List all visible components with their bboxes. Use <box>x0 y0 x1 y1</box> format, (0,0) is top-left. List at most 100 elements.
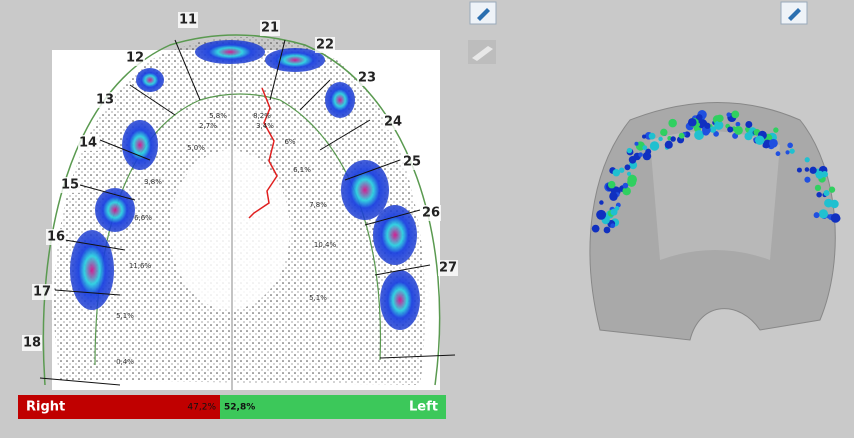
contact-dot <box>695 114 703 121</box>
contact-dot <box>785 150 790 155</box>
contact-dot <box>648 132 656 140</box>
contact-dot <box>642 145 648 151</box>
balance-bar <box>18 395 221 419</box>
contact-dot <box>660 128 668 136</box>
contact-dot <box>789 148 795 154</box>
contact-dot <box>694 130 704 140</box>
contact-dot <box>828 186 836 193</box>
tooth-label-bg <box>421 205 441 221</box>
tooth-label-bg <box>383 114 403 130</box>
contact-dot <box>591 224 600 233</box>
tooth-label-bg <box>22 335 42 351</box>
contact-dot <box>804 167 810 172</box>
tooth-label-bg <box>315 37 335 53</box>
tooth-label: 18 <box>23 336 41 351</box>
zone-percent: 6% <box>284 138 295 146</box>
zone-percent: 7,8% <box>309 201 327 209</box>
tooth-label-bg <box>402 154 422 170</box>
zone-percent: 5,1% <box>116 312 134 320</box>
tooth-label: 14 <box>79 136 97 151</box>
tooth-label-bg <box>32 284 52 300</box>
zone-percent: 2,7% <box>199 122 217 130</box>
contact-areas <box>70 40 420 330</box>
contact-dot <box>818 209 829 219</box>
contact-dot <box>638 152 643 157</box>
palate-model <box>650 131 780 260</box>
contact-dot <box>815 170 824 179</box>
contact-dot <box>713 131 719 137</box>
zone-percent: 5,0% <box>187 144 205 152</box>
contact-dot <box>645 148 652 155</box>
trajectory <box>248 87 278 219</box>
contact-dot <box>773 127 779 133</box>
tooth-label-bg <box>260 20 280 36</box>
palate <box>170 150 290 310</box>
contact-dot <box>704 122 711 129</box>
contact-dot <box>804 176 811 183</box>
contact-dot <box>614 206 620 211</box>
tooth-label-bg <box>95 92 115 108</box>
tooth-label: 22 <box>316 38 334 53</box>
arch-outline <box>42 34 441 386</box>
contact-dot <box>627 177 637 187</box>
balance-side: Right <box>26 400 65 415</box>
tooth-label: 21 <box>261 21 279 36</box>
zone-percent: 6,6% <box>134 214 152 222</box>
contact-dot <box>731 110 740 119</box>
contact-dot <box>649 141 660 151</box>
contact-dot <box>835 215 841 222</box>
contact-dot <box>607 180 616 189</box>
model-button[interactable] <box>468 40 496 64</box>
tooth-label: 24 <box>384 115 402 130</box>
contact-dot <box>642 134 647 139</box>
contact-dot <box>612 168 621 177</box>
contact-dot <box>762 143 767 148</box>
tooth-label: 23 <box>358 71 376 86</box>
contact-dot <box>670 136 676 142</box>
contact-dot <box>609 192 618 201</box>
contact-dot <box>695 122 701 127</box>
contact-dot <box>610 208 618 216</box>
tooth-label-bg <box>178 12 198 28</box>
contact-dot <box>622 186 631 196</box>
balance-value: 52,8% <box>224 403 255 413</box>
edit-button[interactable] <box>780 1 808 25</box>
contact-dot <box>726 112 731 117</box>
zone-percent: 0,4% <box>116 358 134 366</box>
tooth-label-bg <box>125 50 145 66</box>
contact-dot <box>678 132 685 139</box>
contact-dot <box>668 118 677 128</box>
contact-dot <box>814 184 822 192</box>
zone-percent: 10,4% <box>314 241 337 249</box>
zone-percent: 11,6% <box>129 262 152 270</box>
contact-dot <box>622 182 629 189</box>
tooth-label: 12 <box>126 51 144 66</box>
zone-percent: 8,2% <box>253 112 271 120</box>
contact-dot <box>804 157 810 163</box>
contact-dot <box>816 191 822 198</box>
contact-dot <box>619 167 625 173</box>
contact-dot <box>796 167 802 173</box>
contact-dot <box>813 212 820 219</box>
contact-dot <box>658 136 663 142</box>
contact-dot <box>775 151 781 157</box>
zone-dividers <box>39 39 456 386</box>
contact-dot <box>714 120 724 130</box>
contact-dot <box>745 120 753 128</box>
tooth-label: 15 <box>61 178 79 193</box>
tooth-label: 11 <box>179 13 197 28</box>
contact-dot <box>628 155 637 164</box>
contact-dot <box>809 166 817 174</box>
tooth-label-bg <box>60 177 80 193</box>
contact-dot <box>755 135 765 145</box>
contact-dot <box>603 226 611 234</box>
edit-button[interactable] <box>469 1 497 25</box>
contact-dot <box>599 200 604 205</box>
balance-bar <box>220 395 446 419</box>
tooth-label: 16 <box>47 230 65 245</box>
contact-dot <box>787 142 793 149</box>
tooth-label-bg <box>438 260 458 276</box>
tooth-label-bg <box>357 70 377 86</box>
contact-dot <box>610 223 616 229</box>
